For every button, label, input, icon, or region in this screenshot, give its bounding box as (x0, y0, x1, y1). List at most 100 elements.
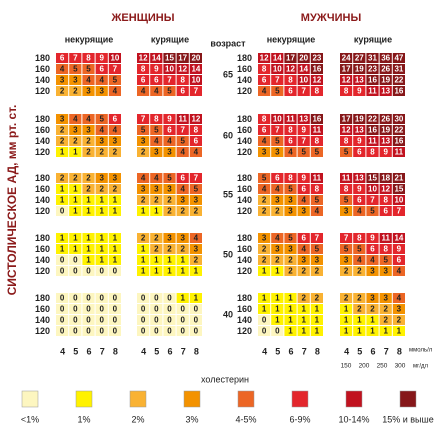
risk-cell (392, 114, 405, 124)
risk-cell (310, 315, 323, 325)
risk-cell (69, 293, 82, 303)
risk-value: 13 (299, 115, 308, 124)
risk-value: 18 (381, 174, 390, 183)
risk-cell (137, 233, 150, 243)
sbp-label: 140 (237, 195, 252, 205)
risk-cell (340, 147, 353, 157)
risk-cell (108, 114, 121, 124)
sbp-label: 180 (35, 173, 50, 183)
risk-value: 5 (288, 234, 293, 243)
risk-value: 2 (397, 316, 402, 325)
risk-value: 2 (154, 196, 159, 205)
risk-value: 1 (288, 294, 293, 303)
risk-cell (189, 266, 202, 276)
risk-value: 8 (344, 185, 349, 194)
risk-cell (150, 293, 163, 303)
sbp-label: 140 (35, 195, 50, 205)
risk-value: 2 (60, 137, 65, 146)
risk-value: 12 (178, 65, 187, 74)
risk-cell (69, 315, 82, 325)
risk-cell (353, 206, 366, 216)
risk-cell (82, 86, 95, 96)
risk-cell (176, 266, 189, 276)
risk-value: 3 (167, 148, 172, 157)
risk-value: 3 (315, 256, 320, 265)
risk-value: 2 (262, 196, 267, 205)
risk-cell (271, 125, 284, 135)
risk-cell (150, 125, 163, 135)
risk-cell (150, 244, 163, 254)
risk-value: 1 (60, 245, 65, 254)
risk-cell (340, 125, 353, 135)
risk-value: 4 (167, 137, 172, 146)
risk-cell (163, 293, 176, 303)
risk-cell (366, 136, 379, 146)
risk-value: 1 (275, 305, 280, 314)
risk-value: 1 (154, 207, 159, 216)
risk-value: 1 (86, 234, 91, 243)
risk-cell (271, 114, 284, 124)
risk-value: 14 (273, 54, 282, 63)
risk-value: 2 (344, 294, 349, 303)
risk-value: 1 (99, 234, 104, 243)
risk-cell (271, 64, 284, 74)
risk-value: 3 (288, 196, 293, 205)
risk-value: 5 (262, 174, 267, 183)
panel-label: некурящие (65, 34, 114, 44)
risk-cell (137, 53, 150, 63)
risk-cell (392, 136, 405, 146)
risk-cell (258, 326, 271, 336)
risk-cell (284, 86, 297, 96)
risk-value: 1 (344, 327, 349, 336)
risk-cell (297, 64, 310, 74)
risk-value: 5 (344, 245, 349, 254)
risk-cell (271, 86, 284, 96)
risk-cell (310, 293, 323, 303)
risk-value: 16 (394, 87, 403, 96)
risk-cell (392, 86, 405, 96)
risk-value: 6 (194, 137, 199, 146)
risk-value: 7 (301, 137, 306, 146)
risk-cell (258, 147, 271, 157)
risk-cell (163, 136, 176, 146)
risk-cell (366, 255, 379, 265)
risk-cell (95, 195, 108, 205)
cholesterol-mgdl: 200 (359, 363, 370, 370)
risk-cell (271, 75, 284, 85)
sbp-label: 120 (35, 326, 50, 336)
risk-value: 0 (262, 327, 267, 336)
risk-cell (150, 184, 163, 194)
risk-value: 15 (394, 185, 403, 194)
risk-value: 1 (73, 148, 78, 157)
risk-value: 2 (262, 256, 267, 265)
risk-value: 9 (301, 174, 306, 183)
risk-cell (297, 233, 310, 243)
risk-value: 0 (73, 305, 78, 314)
risk-value: 22 (394, 126, 403, 135)
risk-cell (56, 136, 69, 146)
risk-cell (108, 86, 121, 96)
risk-value: 2 (180, 207, 185, 216)
risk-cell (379, 244, 392, 254)
risk-cell (176, 114, 189, 124)
risk-cell (340, 255, 353, 265)
risk-cell (82, 244, 95, 254)
risk-value: 0 (113, 305, 118, 314)
cholesterol-mmol: 5 (275, 346, 280, 356)
risk-cell (353, 184, 366, 194)
risk-cell (258, 266, 271, 276)
risk-cell (163, 86, 176, 96)
risk-cell (69, 255, 82, 265)
risk-value: 3 (397, 305, 402, 314)
risk-cell (163, 64, 176, 74)
risk-value: 3 (99, 137, 104, 146)
sbp-label: 160 (35, 125, 50, 135)
risk-cell (150, 53, 163, 63)
risk-value: 2 (86, 174, 91, 183)
risk-value: 8 (288, 126, 293, 135)
risk-value: 0 (73, 267, 78, 276)
risk-value: 0 (86, 267, 91, 276)
risk-value: 4 (397, 294, 402, 303)
risk-cell (189, 86, 202, 96)
sbp-label: 140 (237, 75, 252, 85)
